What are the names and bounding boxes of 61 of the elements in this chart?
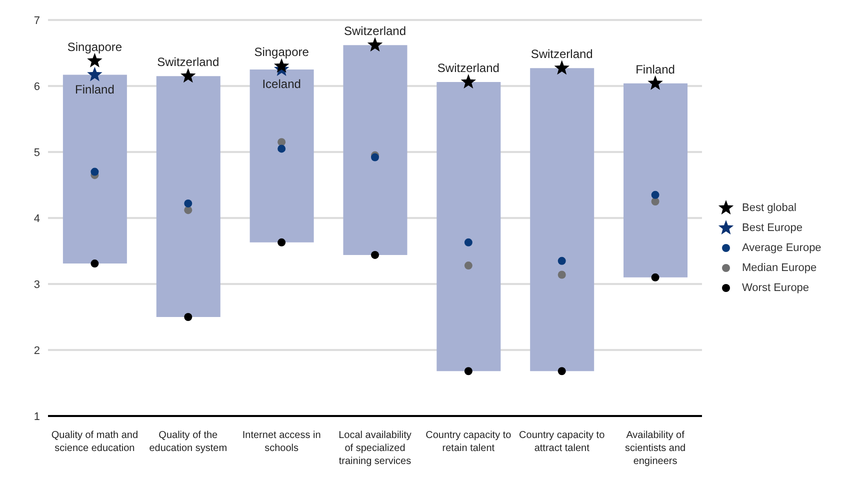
point — [184, 199, 192, 208]
annotation: Switzerland — [157, 55, 220, 70]
annotation: Finland — [636, 62, 675, 76]
point — [558, 270, 566, 279]
point — [184, 313, 192, 321]
x-tick-label: Internet access in schools — [242, 430, 321, 454]
y-tick-label: 5 — [34, 146, 40, 159]
y-tick-label: 6 — [34, 80, 40, 93]
point — [371, 250, 379, 259]
point — [87, 52, 102, 68]
point — [184, 206, 192, 214]
point — [651, 273, 660, 282]
x-tick-label: Availability of scientists and engineers — [624, 430, 686, 467]
point — [464, 262, 472, 270]
bar — [343, 45, 408, 255]
annotation: Switzerland — [530, 47, 593, 62]
y-tick-label: 2 — [34, 344, 40, 357]
bar — [624, 83, 688, 278]
x-tick-label: Country capacity to retain talent — [426, 430, 512, 454]
point — [558, 367, 566, 376]
y-tick-label: 1 — [34, 410, 40, 423]
annotation: Singapore — [254, 45, 310, 60]
legend-label: Best global — [742, 202, 796, 214]
annotation: Switzerland — [437, 61, 500, 76]
point — [87, 66, 102, 82]
annotation: Switzerland — [344, 24, 406, 38]
y-tick-label: 3 — [34, 278, 40, 291]
point — [367, 37, 383, 52]
point — [651, 190, 660, 199]
y-tick-label: 4 — [34, 212, 40, 225]
point — [90, 168, 99, 176]
annotation: Singapore — [67, 40, 122, 54]
point — [558, 256, 566, 265]
legend-label: Median Europe — [742, 262, 817, 274]
point — [460, 74, 476, 89]
point — [464, 238, 472, 246]
bar — [156, 76, 220, 317]
legend-label: Average Europe — [742, 242, 822, 254]
point — [278, 238, 286, 246]
point — [464, 367, 472, 376]
x-tick-label: Country capacity to attract talent — [519, 430, 606, 454]
bar — [530, 68, 594, 372]
annotation: Finland — [75, 82, 114, 96]
legend-label: Worst Europe — [742, 282, 810, 294]
annotation: Iceland — [262, 77, 301, 92]
point — [274, 58, 290, 73]
point — [278, 144, 286, 153]
bar — [436, 82, 501, 372]
point — [278, 138, 286, 146]
point — [180, 68, 196, 83]
bar — [250, 70, 314, 242]
point — [648, 75, 663, 90]
legend-label: Best Europe — [742, 222, 803, 234]
bar — [62, 74, 127, 264]
x-tick-label: Quality of math and science education — [51, 430, 138, 454]
point — [90, 260, 99, 268]
x-tick-label: Local availability of specialized training services — [338, 430, 412, 467]
y-tick-label: 7 — [34, 14, 40, 27]
point — [554, 60, 570, 75]
point — [651, 198, 660, 206]
x-tick-label: Quality of the education system — [149, 430, 228, 454]
